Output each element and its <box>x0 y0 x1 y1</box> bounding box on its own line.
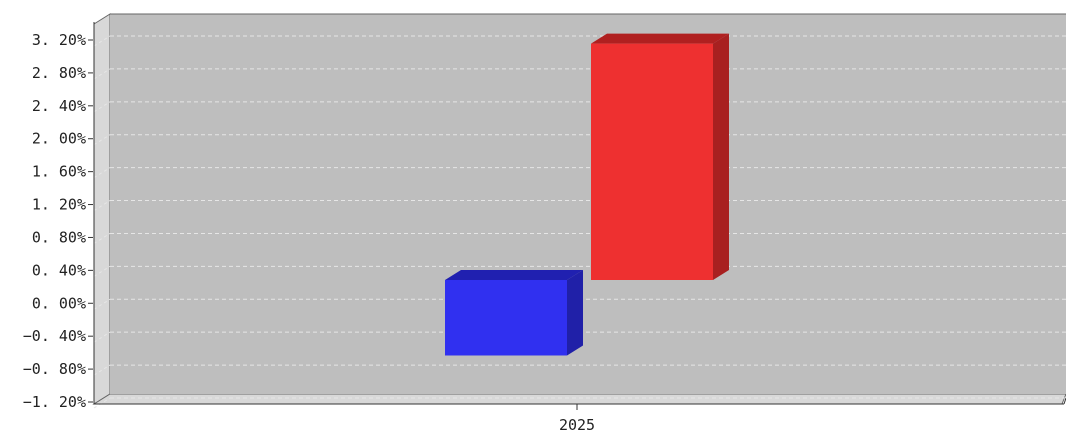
y-tick-label: 2. 80% <box>32 64 86 82</box>
back-wall <box>110 14 1066 394</box>
y-tick-label: −0. 80% <box>23 360 86 378</box>
y-tick-label: −1. 20% <box>23 393 86 411</box>
y-tick-label: 2. 40% <box>32 97 86 115</box>
plot-area <box>92 13 1066 405</box>
x-axis: 2025 <box>94 397 1066 434</box>
y-tick-label: −0. 40% <box>23 327 86 345</box>
x-tick-label: 2025 <box>559 416 595 434</box>
y-axis: 3. 20% 2. 80% 2. 40% 2. 00% 1. 60% 1. 20% 0. 8… <box>23 22 95 411</box>
y-tick-label: 1. 20% <box>32 196 86 214</box>
floor <box>92 393 1066 405</box>
bar-top <box>591 33 729 44</box>
bar <box>445 280 567 356</box>
bar <box>591 43 713 280</box>
bar-top <box>445 270 583 280</box>
bar-side <box>567 270 583 356</box>
bar-side <box>713 33 729 280</box>
y-tick-label: 2. 00% <box>32 130 86 148</box>
y-tick-label: 0. 80% <box>32 228 86 246</box>
gridlines <box>93 35 1066 409</box>
y-tick-label: 0. 00% <box>32 294 86 312</box>
bars <box>445 33 729 356</box>
y-tick-label: 0. 40% <box>32 261 86 279</box>
y-tick-label: 1. 60% <box>32 163 86 181</box>
y-tick-label: 3. 20% <box>32 31 86 49</box>
